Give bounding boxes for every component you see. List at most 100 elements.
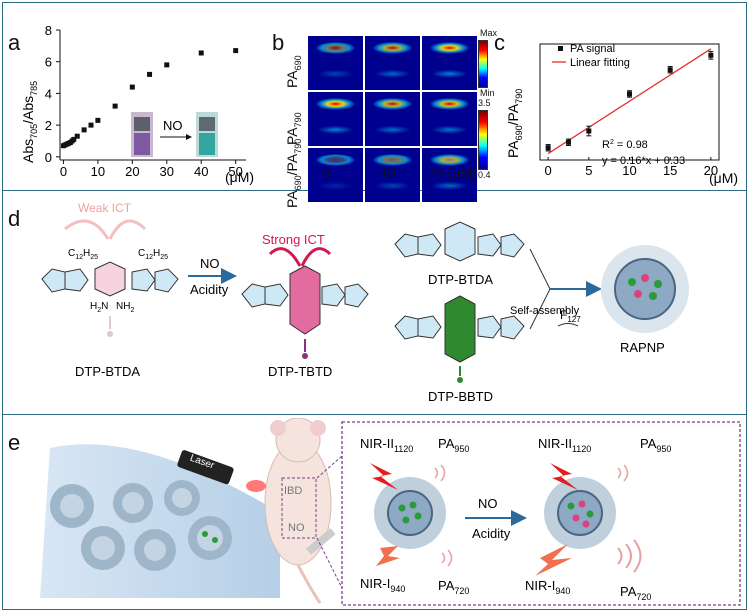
data-point (147, 71, 153, 77)
panel-a-label: a (8, 30, 21, 55)
panel-a-chart: 0 10 20 30 40 50 0 2 4 6 8 (μM) Abs705/Abs785 NO (20, 23, 254, 185)
panel-c-chart: 0 5 10 15 20 (μM) PA690/PA790 PA signal Line… (505, 43, 738, 186)
inset-arrow-label: NO (163, 118, 183, 133)
label-dtp-bbtd: DTP-BBTD (428, 389, 493, 404)
data-point (129, 84, 135, 90)
data-point (81, 127, 87, 133)
panel-a-ylabel: Abs705/Abs785 (20, 81, 39, 163)
nir1-right: NIR-I940 (525, 578, 570, 596)
data-point (164, 62, 170, 68)
svg-text:C12H25: C12H25 (68, 248, 98, 261)
nanoparticle-cluster (50, 480, 232, 571)
y-tick-label: 2 (45, 118, 52, 133)
panel-c-xlabel: (μM) (709, 170, 738, 186)
molecule-dtp-btda-2: DTP-BTDA (394, 221, 525, 287)
nir2-left: NIR-II1120 (360, 436, 413, 454)
y-tick-label: 4 (45, 86, 52, 101)
heatmap-cell (365, 92, 420, 146)
rapnp-label: RAPNP (620, 340, 665, 355)
nir1-left: NIR-I940 (360, 576, 405, 594)
panel-a-xlabel: (μM) (225, 169, 254, 185)
weak-ict-label: Weak ICT (78, 201, 132, 215)
col-label-0: 0 (322, 165, 330, 181)
data-point (586, 128, 592, 134)
data-point (74, 133, 80, 139)
colorbar-ratio-max: 3.5 (478, 98, 491, 108)
colorbar-max-label: Max (480, 28, 498, 38)
panel-d-label: d (8, 206, 21, 231)
divider-middle (2, 414, 747, 415)
r-squared-text: R2 = 0.98 (602, 139, 648, 151)
lightning-icon (376, 546, 400, 566)
panel-b-label: b (272, 30, 285, 55)
data-point (95, 117, 101, 123)
arrow-no-label: NO (200, 256, 220, 271)
zoom-box (341, 421, 741, 606)
data-point (667, 67, 673, 73)
label-dtp-tbtd: DTP-TBTD (268, 364, 332, 379)
fit-equation: y = 0.16*x + 0.33 (602, 155, 685, 167)
x-tick-label: 10 (91, 164, 105, 179)
x-tick-label: 20 (125, 164, 139, 179)
panel-d-scheme: Weak ICT C12H25 C12H25 H2N NH2 DTP-BTDA … (41, 201, 689, 404)
col-label-10: 10 (380, 165, 396, 181)
arrow-acidity-label: Acidity (190, 282, 229, 297)
x-tick-label: 0 (60, 164, 67, 179)
y-tick-label: 8 (45, 23, 52, 38)
ibd-label: IBD (284, 485, 302, 497)
heatmap-cell (422, 92, 477, 146)
colorbar-ratio (478, 110, 488, 170)
label-dtp-btda: DTP-BTDA (75, 364, 140, 379)
heatmap-cell (308, 148, 363, 202)
particle-after (544, 477, 616, 549)
molecule-dtp-tbtd: Strong ICT DTP-TBTD (241, 232, 369, 379)
arrow-no-e: NO (478, 496, 498, 511)
x-tick-label: 30 (160, 164, 174, 179)
heatmap-cell (365, 36, 420, 90)
svg-text:NH2: NH2 (116, 301, 134, 314)
legend-pa-signal: PA signal (570, 43, 615, 55)
panel-c-ylabel: PA690/PA790 (505, 89, 524, 158)
y-tick-label: 6 (45, 55, 52, 70)
strong-ict-label: Strong ICT (262, 232, 325, 247)
label-dtp-btda-2: DTP-BTDA (428, 272, 493, 287)
linear-fit-line (547, 48, 712, 155)
svg-text:H2N: H2N (90, 301, 108, 314)
data-point (233, 48, 239, 54)
x-tick-label: 0 (545, 163, 552, 178)
data-point (88, 122, 94, 128)
x-tick-label: 50 (228, 164, 242, 179)
heatmap-cell (308, 36, 363, 90)
wave-icon (617, 464, 629, 482)
x-tick-label: 20 (704, 163, 718, 178)
particle-before (374, 477, 446, 549)
data-point (708, 52, 714, 58)
molecule-dtp-btda-1: Weak ICT C12H25 C12H25 H2N NH2 DTP-BTDA (41, 201, 179, 379)
colorbar-intensity (478, 40, 488, 88)
data-point (627, 91, 632, 97)
molecule-dtp-bbtd: DTP-BBTD (394, 295, 525, 404)
svg-text:C12H25: C12H25 (138, 248, 168, 261)
mouse-illustration: IBD NO (264, 418, 336, 604)
f127-label: F127 (560, 308, 581, 324)
data-point (545, 145, 551, 151)
x-tick-label: 5 (585, 163, 592, 178)
wave-icon (617, 539, 642, 573)
data-point (565, 139, 571, 145)
panel-c-label: c (494, 30, 505, 55)
panel-c-legend: PA signal Linear fitting (552, 43, 630, 69)
self-assembly-label: Self-assembly (510, 305, 580, 317)
data-point (112, 103, 118, 109)
x-tick-label: 40 (194, 164, 208, 179)
x-tick-label: 10 (622, 163, 636, 178)
data-point (198, 50, 204, 56)
pa720-left: PA720 (438, 578, 469, 596)
y-tick-label: 0 (45, 150, 52, 165)
heatmap-cell (422, 36, 477, 90)
colorbar-min-label: Min (480, 88, 495, 98)
pa950-left: PA950 (438, 436, 469, 454)
arrow-acidity-e: Acidity (472, 526, 511, 541)
no-label: NO (288, 522, 305, 534)
pa720-right: PA720 (620, 584, 651, 602)
